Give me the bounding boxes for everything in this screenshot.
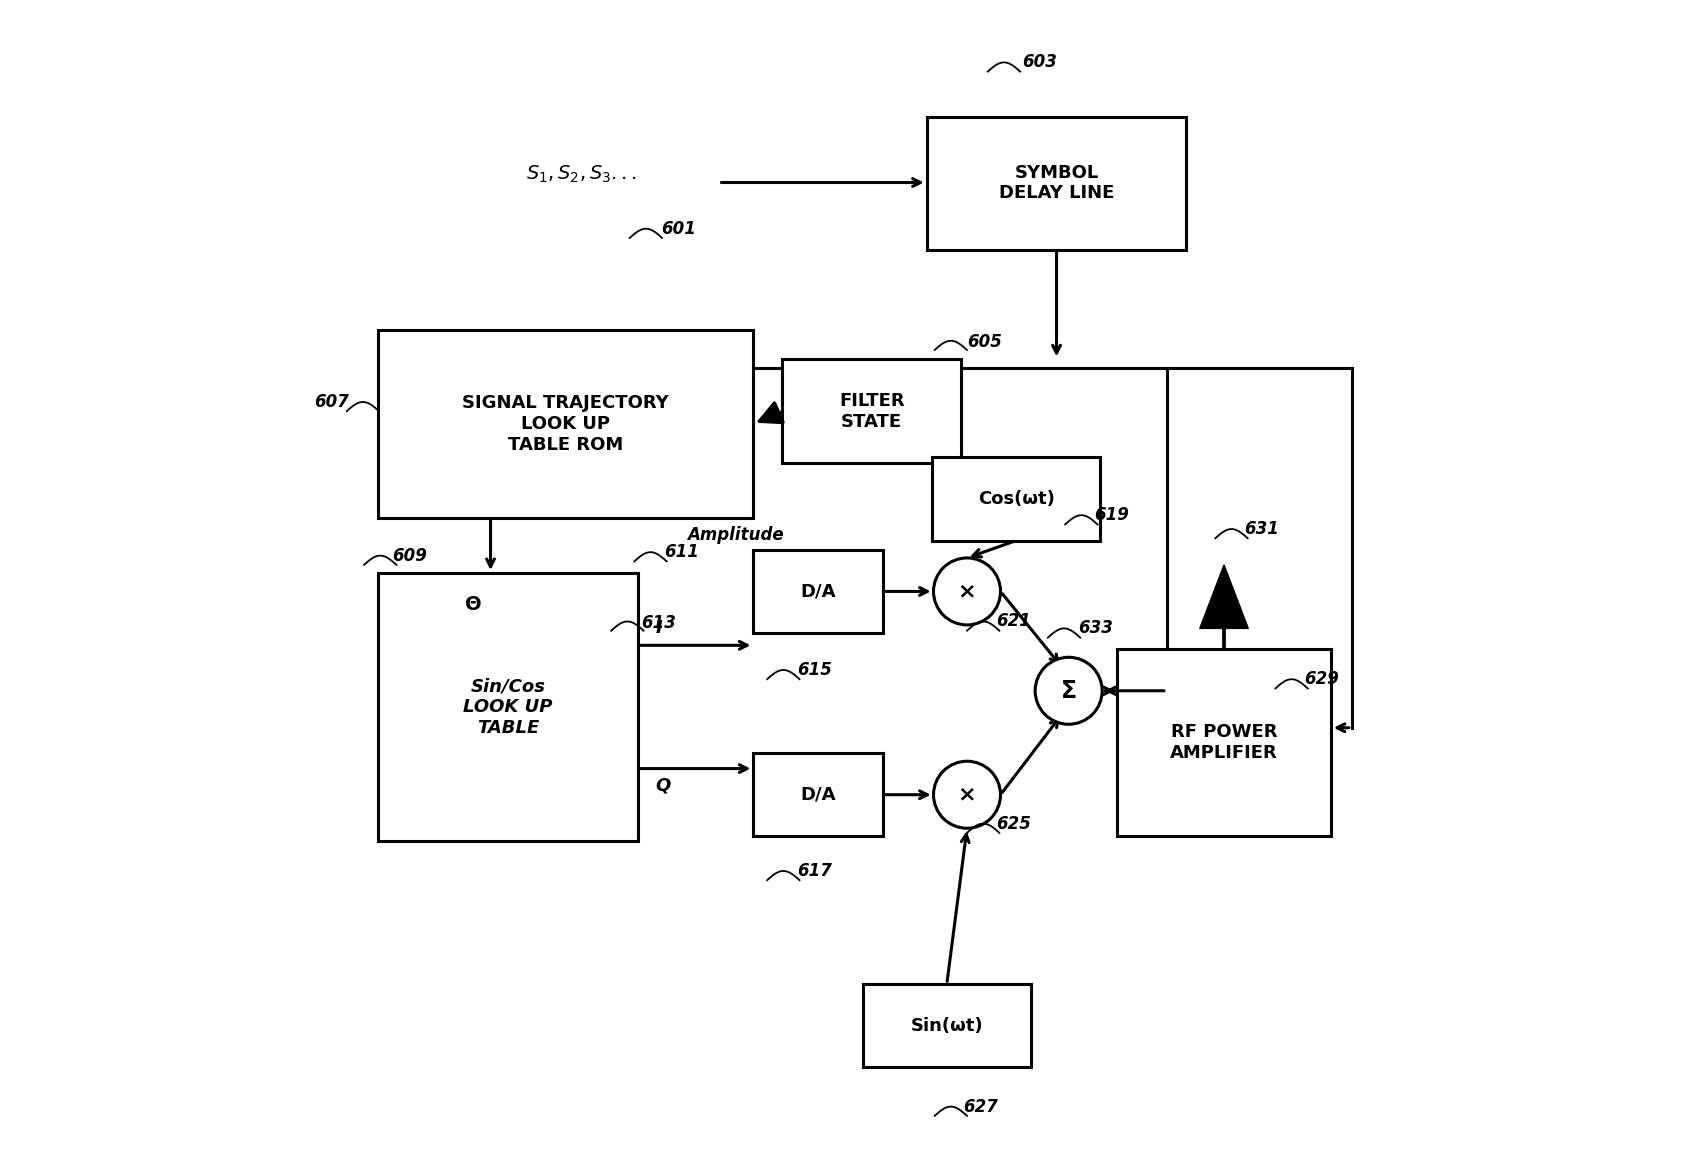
Text: Θ: Θ [465, 595, 482, 614]
Polygon shape [1201, 565, 1248, 629]
Text: Σ: Σ [1061, 679, 1076, 703]
Text: 603: 603 [1022, 54, 1058, 71]
Text: RF POWER
AMPLIFIER: RF POWER AMPLIFIER [1170, 724, 1277, 762]
Text: 609: 609 [392, 547, 427, 565]
Text: ×: × [957, 581, 976, 601]
FancyBboxPatch shape [926, 117, 1187, 249]
Text: SIGNAL TRAJECTORY
LOOK UP
TABLE ROM: SIGNAL TRAJECTORY LOOK UP TABLE ROM [462, 394, 669, 454]
Text: 629: 629 [1304, 670, 1339, 689]
FancyBboxPatch shape [378, 331, 753, 518]
Text: Sin/Cos
LOOK UP
TABLE: Sin/Cos LOOK UP TABLE [463, 677, 552, 736]
FancyBboxPatch shape [932, 457, 1100, 540]
Text: Amplitude: Amplitude [688, 526, 783, 544]
Text: 613: 613 [642, 614, 676, 631]
Text: 633: 633 [1078, 620, 1112, 637]
Text: 605: 605 [967, 333, 1001, 351]
Text: SYMBOL
DELAY LINE: SYMBOL DELAY LINE [1000, 164, 1114, 202]
Circle shape [933, 761, 1000, 828]
Text: D/A: D/A [800, 582, 836, 601]
Text: ×: × [957, 784, 976, 804]
FancyBboxPatch shape [753, 549, 882, 634]
Text: 621: 621 [996, 613, 1030, 630]
Text: Q: Q [656, 777, 671, 795]
Text: $S_1,S_2,S_3...$: $S_1,S_2,S_3...$ [526, 164, 637, 185]
Text: Cos(ωt): Cos(ωt) [978, 490, 1054, 509]
Text: 631: 631 [1245, 520, 1279, 538]
FancyBboxPatch shape [1117, 649, 1330, 836]
Text: 615: 615 [797, 660, 833, 679]
Text: 617: 617 [797, 862, 833, 880]
Text: 611: 611 [664, 544, 700, 561]
Text: Sin(ωt): Sin(ωt) [911, 1017, 983, 1035]
FancyBboxPatch shape [753, 753, 882, 836]
Text: 625: 625 [996, 815, 1030, 832]
Text: I: I [656, 618, 662, 637]
Text: D/A: D/A [800, 786, 836, 804]
FancyBboxPatch shape [863, 984, 1030, 1067]
Text: 607: 607 [315, 393, 349, 411]
Text: 619: 619 [1093, 506, 1129, 524]
Text: 601: 601 [661, 220, 697, 237]
FancyBboxPatch shape [378, 573, 639, 841]
Circle shape [933, 558, 1000, 625]
FancyBboxPatch shape [782, 359, 960, 463]
Text: 627: 627 [964, 1098, 998, 1115]
Circle shape [1035, 657, 1102, 725]
Text: FILTER
STATE: FILTER STATE [840, 392, 904, 430]
